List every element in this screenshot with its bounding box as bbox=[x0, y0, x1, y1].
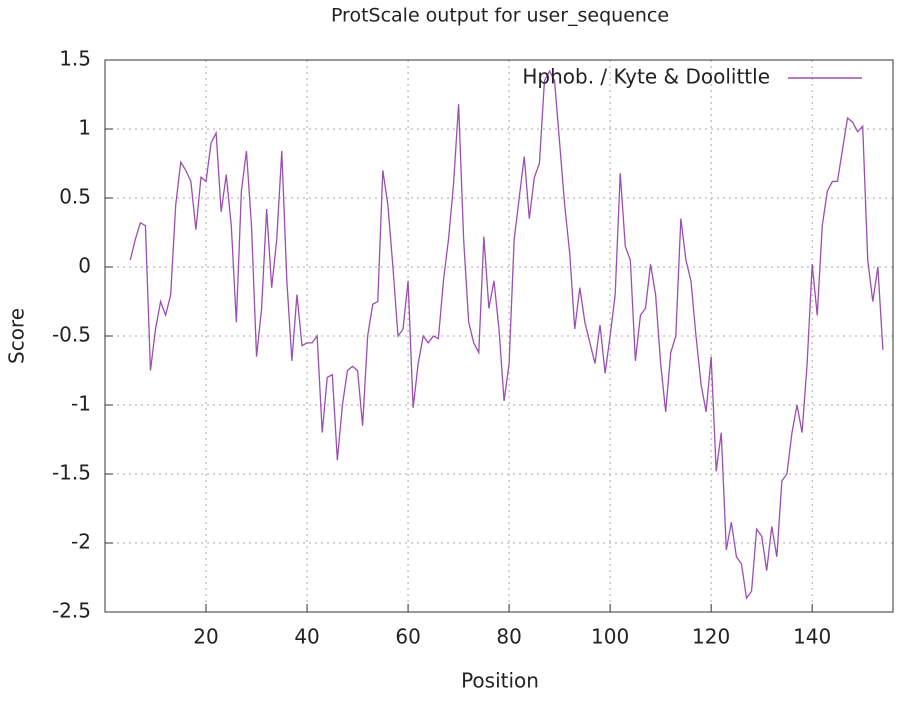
y-tick-label: 1.5 bbox=[59, 47, 91, 71]
legend-label: Hphob. / Kyte & Doolittle bbox=[522, 65, 770, 89]
x-tick-label: 20 bbox=[193, 625, 218, 649]
y-tick-label: 1 bbox=[78, 116, 91, 140]
x-tick-label: 140 bbox=[793, 625, 831, 649]
y-axis-label: Score bbox=[5, 308, 29, 364]
y-tick-label: -1 bbox=[71, 392, 91, 416]
chart-title: ProtScale output for user_sequence bbox=[331, 5, 669, 27]
x-tick-label: 40 bbox=[294, 625, 319, 649]
y-tick-label: -0.5 bbox=[52, 323, 91, 347]
y-tick-label: -1.5 bbox=[52, 461, 91, 485]
y-tick-label: -2 bbox=[71, 530, 91, 554]
data-line bbox=[129, 69, 884, 600]
plot-frame bbox=[104, 59, 894, 613]
x-tick-label: 60 bbox=[395, 625, 420, 649]
y-tick-label: -2.5 bbox=[52, 599, 91, 623]
x-tick-label: 100 bbox=[591, 625, 629, 649]
x-axis-label: Position bbox=[461, 669, 539, 693]
x-tick-label: 120 bbox=[692, 625, 730, 649]
y-tick-label: 0 bbox=[78, 254, 91, 278]
x-tick-label: 80 bbox=[496, 625, 521, 649]
y-tick-label: 0.5 bbox=[59, 185, 91, 209]
